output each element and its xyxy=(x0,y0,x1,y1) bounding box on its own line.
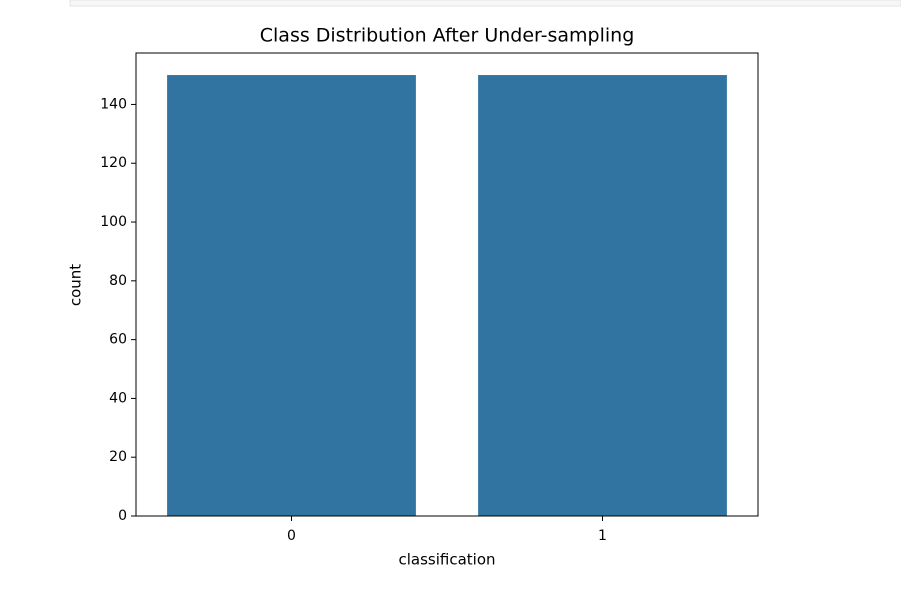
bar xyxy=(478,75,727,517)
x-axis-label: classification xyxy=(398,551,495,569)
y-tick-label: 80 xyxy=(109,273,127,289)
y-tick-label: 20 xyxy=(109,449,127,465)
x-tick-label: 0 xyxy=(287,528,296,544)
y-tick-label: 40 xyxy=(109,390,127,406)
y-tick-label: 100 xyxy=(100,214,127,230)
y-tick-label: 140 xyxy=(100,96,127,112)
y-axis-label: count xyxy=(67,264,85,306)
y-tick-label: 60 xyxy=(109,332,127,348)
x-tick-label: 1 xyxy=(598,528,607,544)
axes-frame xyxy=(135,52,759,517)
cell-output-border xyxy=(69,0,901,7)
y-tick-label: 0 xyxy=(118,508,127,524)
y-tick-label: 120 xyxy=(100,155,127,171)
bar xyxy=(167,75,416,517)
chart-title: Class Distribution After Under-sampling xyxy=(260,25,635,47)
